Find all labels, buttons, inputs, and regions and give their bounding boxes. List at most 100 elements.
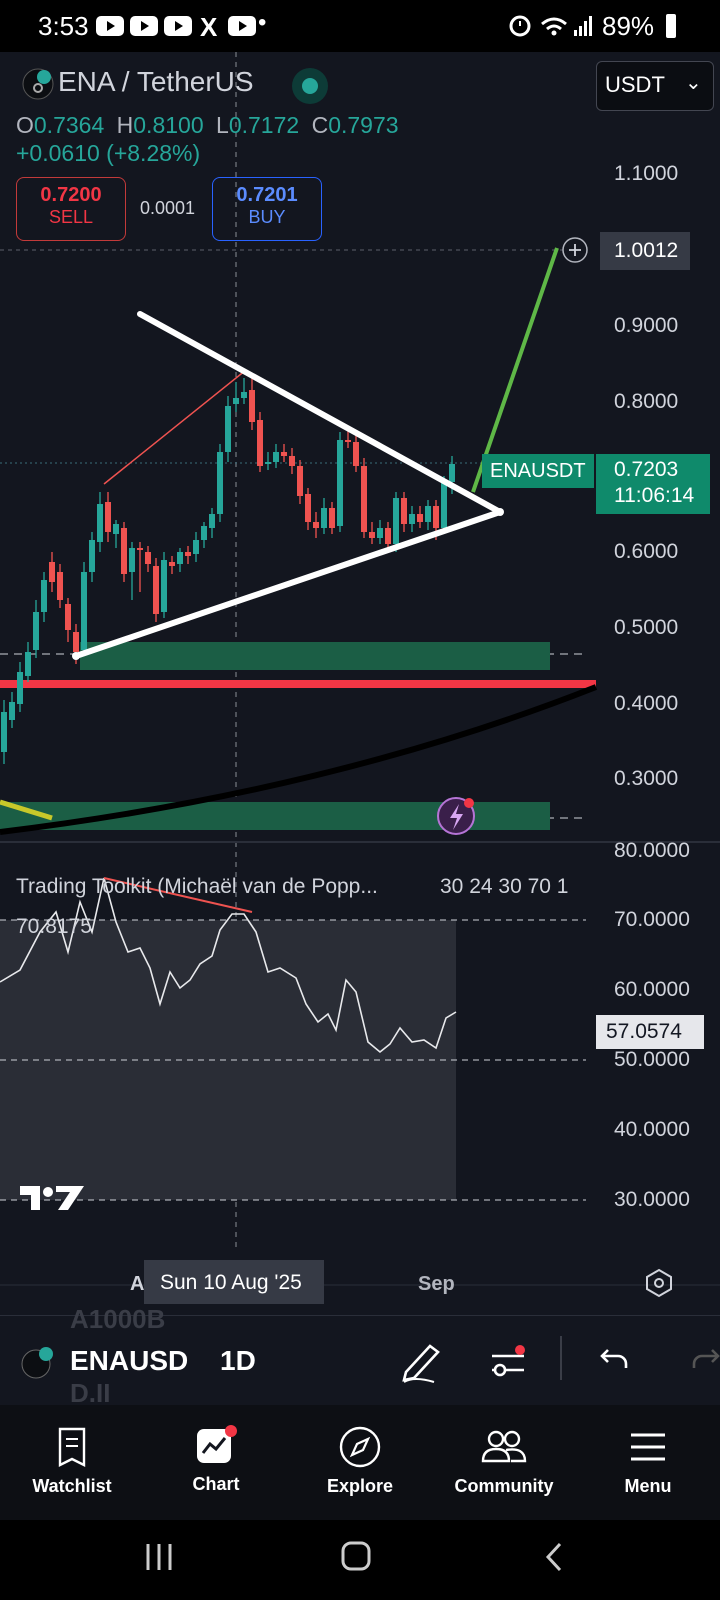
candle-body: [281, 452, 287, 456]
notification-dot: [464, 798, 474, 808]
triangle-upper-line[interactable]: [137, 311, 503, 515]
sell-button[interactable]: 0.7200 SELL: [16, 177, 126, 241]
candle-body: [145, 552, 151, 564]
candle-body: [161, 560, 167, 612]
demand-zone-upper: [80, 642, 550, 670]
candle-body: [137, 548, 143, 550]
candle-body: [369, 532, 375, 538]
short-ma-segment: [0, 799, 53, 821]
candle-body: [297, 466, 303, 496]
nav-chart-label: Chart: [192, 1474, 240, 1494]
candle-body: [225, 406, 231, 452]
projected-breakout-line[interactable]: [471, 247, 559, 493]
sell-price: 0.7200: [40, 184, 102, 206]
crosshair-price-tag: 1.0012: [600, 232, 690, 270]
interval-selector[interactable]: 1D: [220, 1345, 256, 1376]
candle-body: [385, 528, 391, 544]
candle-body: [105, 502, 111, 532]
open-value: 0.7364: [33, 112, 105, 138]
ghost-text-top: A1000B: [70, 1304, 166, 1334]
price-chart[interactable]: [0, 52, 720, 1315]
triangle-apex-handle[interactable]: [496, 508, 504, 516]
candle-body: [449, 464, 455, 482]
support-line: [0, 680, 596, 688]
triangle-lower-line[interactable]: [73, 509, 503, 659]
battery-percent: 89%: [602, 11, 655, 41]
price-axis-label: 0.4000: [614, 692, 679, 715]
ohlc-row: O0.7364 H0.8100 L0.7172 C0.7973: [16, 112, 399, 139]
candle-body: [353, 442, 359, 466]
indicator-band: [0, 920, 456, 1200]
candle-body: [129, 548, 135, 572]
svg-text:X: X: [200, 14, 218, 38]
more-notifications-dot: •: [258, 9, 267, 36]
time-axis-label-sep: Sep: [418, 1273, 455, 1295]
indicator-value-tag: 57.0574: [596, 1015, 704, 1049]
candle-body: [345, 440, 351, 442]
price-axis-label: 0.3000: [614, 767, 679, 790]
candle-body: [417, 514, 423, 522]
candle-body: [113, 524, 119, 534]
indicator-params: 30 24 30 70 1: [440, 875, 569, 898]
candle-body: [57, 572, 63, 600]
candle-body: [433, 506, 439, 528]
symbol-title[interactable]: ENA / TetherUS: [58, 66, 254, 97]
low-value: 0.7172: [228, 112, 300, 138]
candle-body: [337, 440, 343, 526]
nav-explore[interactable]: Explore: [288, 1405, 432, 1497]
back-icon[interactable]: [542, 1540, 566, 1574]
tradingview-logo: [20, 1186, 84, 1210]
indicators-icon[interactable]: [488, 1342, 532, 1382]
time-axis-label-a: A: [130, 1273, 145, 1295]
triangle-start-handle[interactable]: [72, 652, 80, 660]
indicator-axis-label: 50.0000: [614, 1048, 690, 1071]
nav-watchlist[interactable]: Watchlist: [0, 1405, 144, 1497]
high-value: 0.8100: [133, 112, 204, 138]
crosshair-price: 1.0012: [614, 239, 679, 262]
currency-selector[interactable]: USDT ⌄: [596, 61, 714, 111]
community-icon: [481, 1430, 527, 1463]
plus-icon: [569, 244, 581, 256]
redo-icon[interactable]: [692, 1344, 720, 1374]
toolbar-symbol[interactable]: ENAUSD: [70, 1345, 189, 1376]
symbol-logo-icon: [20, 64, 60, 104]
battery-icon: [666, 14, 676, 38]
nav-chart[interactable]: Chart: [144, 1405, 288, 1495]
candle-body: [209, 514, 215, 528]
candle-body: [73, 632, 79, 652]
undo-icon[interactable]: [598, 1344, 632, 1374]
home-icon[interactable]: [340, 1540, 372, 1572]
candle-body: [409, 514, 415, 524]
candle-body: [265, 462, 271, 464]
candle-body: [97, 504, 103, 542]
buy-button[interactable]: 0.7201 BUY: [212, 177, 322, 241]
nav-community-label: Community: [454, 1476, 554, 1496]
price-axis-label: 0.6000: [614, 540, 679, 563]
menu-icon: [631, 1433, 665, 1461]
pencil-icon[interactable]: [400, 1338, 442, 1384]
nav-community[interactable]: Community: [432, 1405, 576, 1497]
crosshair-date-tag: Sun 10 Aug '25: [144, 1260, 324, 1304]
candle-body: [201, 526, 207, 540]
price-axis-label: 0.8000: [614, 390, 679, 413]
market-status-icon[interactable]: [292, 68, 328, 104]
moving-average-curve: [0, 684, 598, 835]
candle-body: [321, 508, 327, 528]
ghost-text-bottom: D.II: [70, 1378, 111, 1408]
status-time: 3:53: [38, 11, 89, 41]
candle-body: [177, 552, 183, 564]
candle-body: [249, 390, 255, 422]
candle-body: [169, 562, 175, 566]
toolbar-divider: [560, 1336, 562, 1380]
nav-menu[interactable]: Menu: [576, 1405, 720, 1497]
ticker-symbol: ENAUSDT: [490, 460, 586, 482]
nav-watchlist-label: Watchlist: [32, 1476, 112, 1496]
recent-apps-icon[interactable]: [142, 1542, 176, 1572]
divergence-line: [103, 877, 253, 913]
candle-body: [41, 580, 47, 612]
candle-body: [65, 604, 71, 630]
candle-body: [401, 498, 407, 524]
close-value: 0.7973: [328, 112, 399, 138]
indicator-title[interactable]: Trading Toolkit (Michaël van de Popp...: [16, 875, 378, 898]
chart-settings-icon[interactable]: [644, 1268, 674, 1298]
